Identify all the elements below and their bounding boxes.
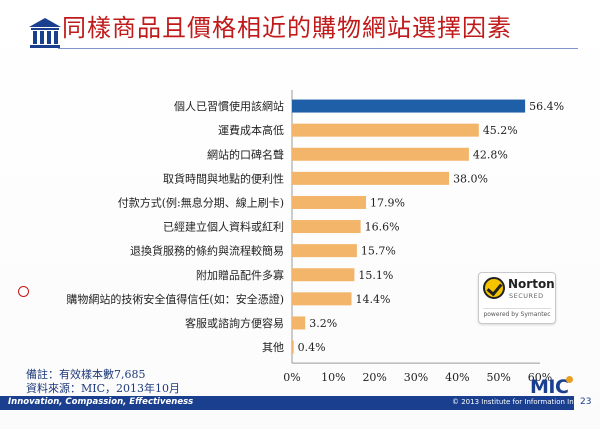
category-label-2: 運費成本高低 [218, 123, 284, 137]
footer-bar [0, 396, 574, 410]
bar-3 [292, 147, 469, 161]
bar-7 [292, 244, 357, 258]
category-label-11: 其他 [262, 341, 284, 354]
category-label-7: 退換貨服務的條約與流程較簡易 [130, 244, 284, 258]
x-tick-label-5: 40% [445, 371, 469, 384]
footer-tagline: Innovation, Compassion, Effectiveness [8, 397, 194, 407]
value-label-9: 14.4% [356, 293, 391, 306]
mic-logo: MIC [530, 376, 569, 398]
x-tick-label-7: 60% [528, 371, 552, 384]
category-label-4: 取貨時間與地點的便利性 [163, 171, 284, 185]
norton-check-icon [483, 277, 505, 299]
category-label-8: 附加贈品配件多寡 [196, 268, 284, 282]
value-label-6: 16.6% [365, 221, 400, 234]
page-title: 同樣商品且價格相近的購物網站選擇因素 [62, 14, 512, 42]
x-tick-label-1: 0% [283, 371, 300, 384]
footer-copyright: © 2013 Institute for Information Industr… [452, 398, 596, 406]
category-label-10: 客服或諮詢方便容易 [185, 316, 284, 330]
bar-2 [292, 123, 479, 137]
category-label-5: 付款方式(例:無息分期、線上刷卡) [118, 195, 284, 209]
bar-5 [292, 195, 366, 209]
bar-8 [292, 268, 355, 282]
bar-10 [292, 316, 306, 330]
norton-brand: Norton [508, 277, 555, 291]
value-label-2: 45.2% [483, 124, 518, 137]
value-label-5: 17.9% [370, 196, 405, 209]
value-label-4: 38.0% [453, 172, 488, 185]
value-label-1: 56.4% [529, 100, 564, 113]
highlight-circle-icon [18, 286, 29, 297]
bar-4 [292, 171, 450, 185]
bar-1 [292, 99, 526, 113]
x-tick-label-3: 20% [362, 371, 386, 384]
bar-9 [292, 292, 352, 306]
norton-secured-badge: Norton SECURED powered by Symantec [478, 272, 556, 324]
bar-6 [292, 220, 361, 234]
value-label-8: 15.1% [358, 269, 393, 282]
x-tick-label-6: 50% [486, 371, 510, 384]
norton-secured-label: SECURED [509, 292, 544, 300]
value-label-7: 15.7% [361, 245, 396, 258]
norton-powered-label: powered by Symantec [483, 308, 551, 318]
category-label-6: 已經建立個人資料或紅利 [163, 220, 284, 234]
institute-building-icon [29, 18, 61, 48]
category-label-1: 個人已習慣使用該網站 [174, 99, 284, 113]
category-label-3: 網站的口碑名聲 [207, 147, 284, 161]
source-footnote: 資料來源：MIC，2013年10月 [26, 382, 181, 395]
bar-11 [292, 340, 294, 354]
page-number: 23 [580, 397, 592, 407]
x-tick-label-2: 10% [321, 371, 345, 384]
title-divider [58, 48, 578, 49]
value-label-11: 0.4% [298, 341, 326, 354]
sample-footnote: 備註：有效樣本數7,685 [26, 368, 146, 381]
x-tick-label-4: 30% [404, 371, 428, 384]
mic-logo-dot-icon [566, 376, 573, 383]
value-label-10: 3.2% [309, 317, 337, 330]
value-label-3: 42.8% [473, 148, 508, 161]
category-label-9: 購物網站的技術安全值得信任(如：安全憑證) [66, 292, 284, 306]
